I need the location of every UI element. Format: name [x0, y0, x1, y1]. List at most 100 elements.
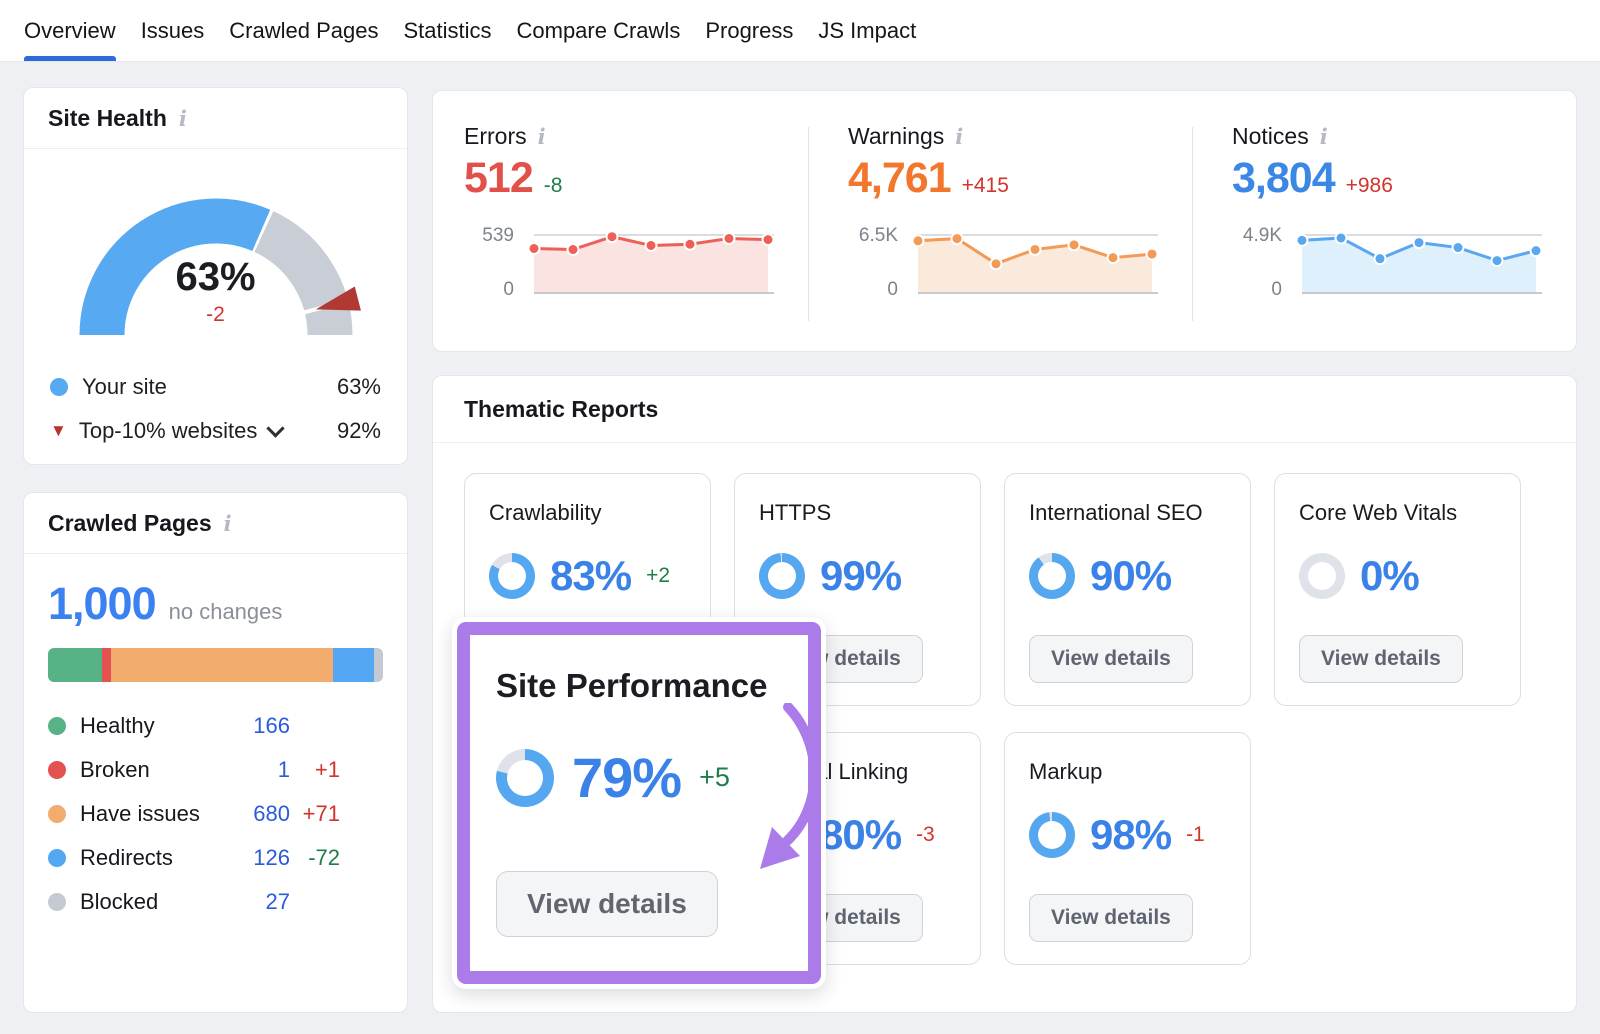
axis-max-label: 6.5K — [858, 225, 898, 246]
bar-segment — [102, 648, 112, 682]
legend-label: Blocked — [80, 889, 159, 914]
stat-value[interactable]: 3,804 — [1232, 154, 1336, 202]
report-score: 99% — [820, 552, 902, 599]
crawled-pages-legend-row: Have issues 680 +71 — [48, 792, 340, 836]
view-details-button[interactable]: View details — [1029, 635, 1193, 683]
legend-dot-icon — [48, 761, 66, 779]
sparkline-chart — [1295, 231, 1543, 294]
crawled-total: 1,000 — [48, 578, 157, 629]
site-health-legend: Your site 63% ▼ Top-10% websites 92% — [50, 365, 381, 453]
gauge-chart — [79, 198, 361, 336]
site-health-title: Site Health — [48, 104, 167, 131]
progress-donut — [1299, 553, 1345, 599]
report-score: 80% — [820, 811, 902, 858]
crawled-total-note: no changes — [168, 599, 283, 624]
report-title: Crawlability — [489, 500, 602, 525]
site-health-delta: -2 — [206, 303, 225, 326]
info-icon[interactable]: i — [178, 105, 187, 131]
site-health-gauge: 63% -2 — [66, 183, 366, 345]
crawled-pages-stacked-bar — [48, 648, 383, 682]
stat-value[interactable]: 512 — [464, 154, 534, 202]
axis-min-label: 0 — [503, 279, 514, 300]
benchmark-label[interactable]: Top-10% websites — [78, 418, 258, 443]
legend-label: Have issues — [80, 801, 200, 826]
site-performance-score: 79% — [572, 746, 682, 809]
legend-delta: +71 — [302, 801, 340, 826]
report-score: 0% — [1360, 552, 1420, 599]
crawled-pages-legend-row: Blocked 27 — [48, 880, 340, 924]
info-icon[interactable]: i — [537, 124, 546, 149]
legend-label: Redirects — [80, 845, 173, 870]
nav-tab[interactable]: JS Impact — [818, 17, 917, 43]
site-health-score: 63% — [175, 255, 256, 299]
axis-min-label: 0 — [1271, 279, 1282, 300]
your-site-value: 63% — [336, 374, 381, 399]
axis-max-label: 539 — [482, 225, 514, 246]
bar-segment — [111, 648, 333, 682]
info-icon[interactable]: i — [955, 124, 964, 149]
legend-dot-icon — [48, 717, 66, 735]
crawled-pages-legend-row: Healthy 166 — [48, 704, 340, 748]
report-delta: +2 — [646, 564, 671, 587]
view-details-button[interactable]: View details — [496, 871, 718, 937]
stat-column: Notices i 3,804 +986 4.9K 0 — [1192, 91, 1576, 351]
report-delta: -1 — [1186, 823, 1205, 846]
report-score: 90% — [1090, 552, 1172, 599]
stat-delta: +415 — [961, 174, 1009, 197]
progress-donut — [759, 553, 805, 599]
stat-value[interactable]: 4,761 — [848, 154, 952, 202]
legend-delta: +1 — [314, 757, 340, 782]
site-health-card: Site Health i 63% -2 Your site 63% ▼ Top… — [23, 87, 408, 465]
report-title: Markup — [1029, 759, 1103, 784]
bar-segment — [374, 648, 383, 682]
site-health-header: Site Health i — [24, 88, 407, 149]
thematic-reports-title: Thematic Reports — [433, 376, 1576, 443]
report-score: 83% — [550, 552, 632, 599]
report-title: HTTPS — [759, 500, 832, 525]
thematic-report-card: Markup 98% -1 View details — [1004, 732, 1251, 965]
crawled-pages-title: Crawled Pages — [48, 509, 212, 536]
bar-segment — [48, 648, 103, 682]
progress-donut — [496, 748, 554, 807]
your-site-dot-icon — [50, 378, 68, 396]
legend-value[interactable]: 1 — [277, 757, 290, 782]
site-performance-title: Site Performance — [496, 667, 768, 704]
bar-segment — [332, 648, 374, 682]
crawled-pages-card: Crawled Pages i 1,000 no changes Healthy… — [23, 492, 408, 1013]
legend-value[interactable]: 680 — [253, 801, 290, 826]
info-icon[interactable]: i — [223, 510, 232, 536]
highlight-frame: Site Performance 79% +5 View details — [452, 617, 826, 989]
thematic-report-card: International SEO 90% View details — [1004, 473, 1251, 706]
info-icon[interactable]: i — [1319, 124, 1328, 149]
sparkline-chart — [527, 230, 775, 294]
site-performance-highlight: Site Performance 79% +5 View details — [452, 617, 826, 989]
crawled-pages-header: Crawled Pages i — [24, 493, 407, 554]
legend-value[interactable]: 27 — [265, 889, 290, 914]
stat-label: Warnings — [848, 123, 945, 149]
legend-row-benchmark: ▼ Top-10% websites 92% — [50, 409, 381, 453]
nav-tab[interactable]: Issues — [140, 17, 205, 43]
view-details-button[interactable]: View details — [1029, 894, 1193, 942]
stat-label: Notices — [1232, 123, 1309, 149]
site-performance-card: Site Performance 79% +5 View details — [457, 622, 821, 984]
nav-tab[interactable]: Statistics — [403, 17, 492, 43]
axis-min-label: 0 — [887, 279, 898, 300]
nav-tab[interactable]: Crawled Pages — [229, 17, 379, 43]
nav-tab[interactable]: Compare Crawls — [516, 17, 681, 43]
nav-tab[interactable]: Overview — [24, 0, 116, 61]
legend-label: Broken — [80, 757, 150, 782]
legend-dot-icon — [48, 893, 66, 911]
report-score: 98% — [1090, 811, 1172, 858]
crawled-pages-legend-row: Broken 1 +1 — [48, 748, 340, 792]
chevron-down-icon[interactable] — [266, 418, 286, 438]
sparkline-chart — [911, 232, 1159, 294]
nav-tab[interactable]: Progress — [705, 17, 794, 43]
view-details-button[interactable]: View details — [1299, 635, 1463, 683]
legend-value[interactable]: 126 — [253, 845, 290, 870]
legend-delta: -72 — [308, 845, 340, 870]
report-title: International SEO — [1029, 500, 1203, 525]
your-site-label: Your site — [82, 374, 167, 399]
legend-label: Healthy — [80, 713, 155, 738]
legend-value[interactable]: 166 — [253, 713, 290, 738]
crawled-pages-legend-row: Redirects 126 -72 — [48, 836, 340, 880]
